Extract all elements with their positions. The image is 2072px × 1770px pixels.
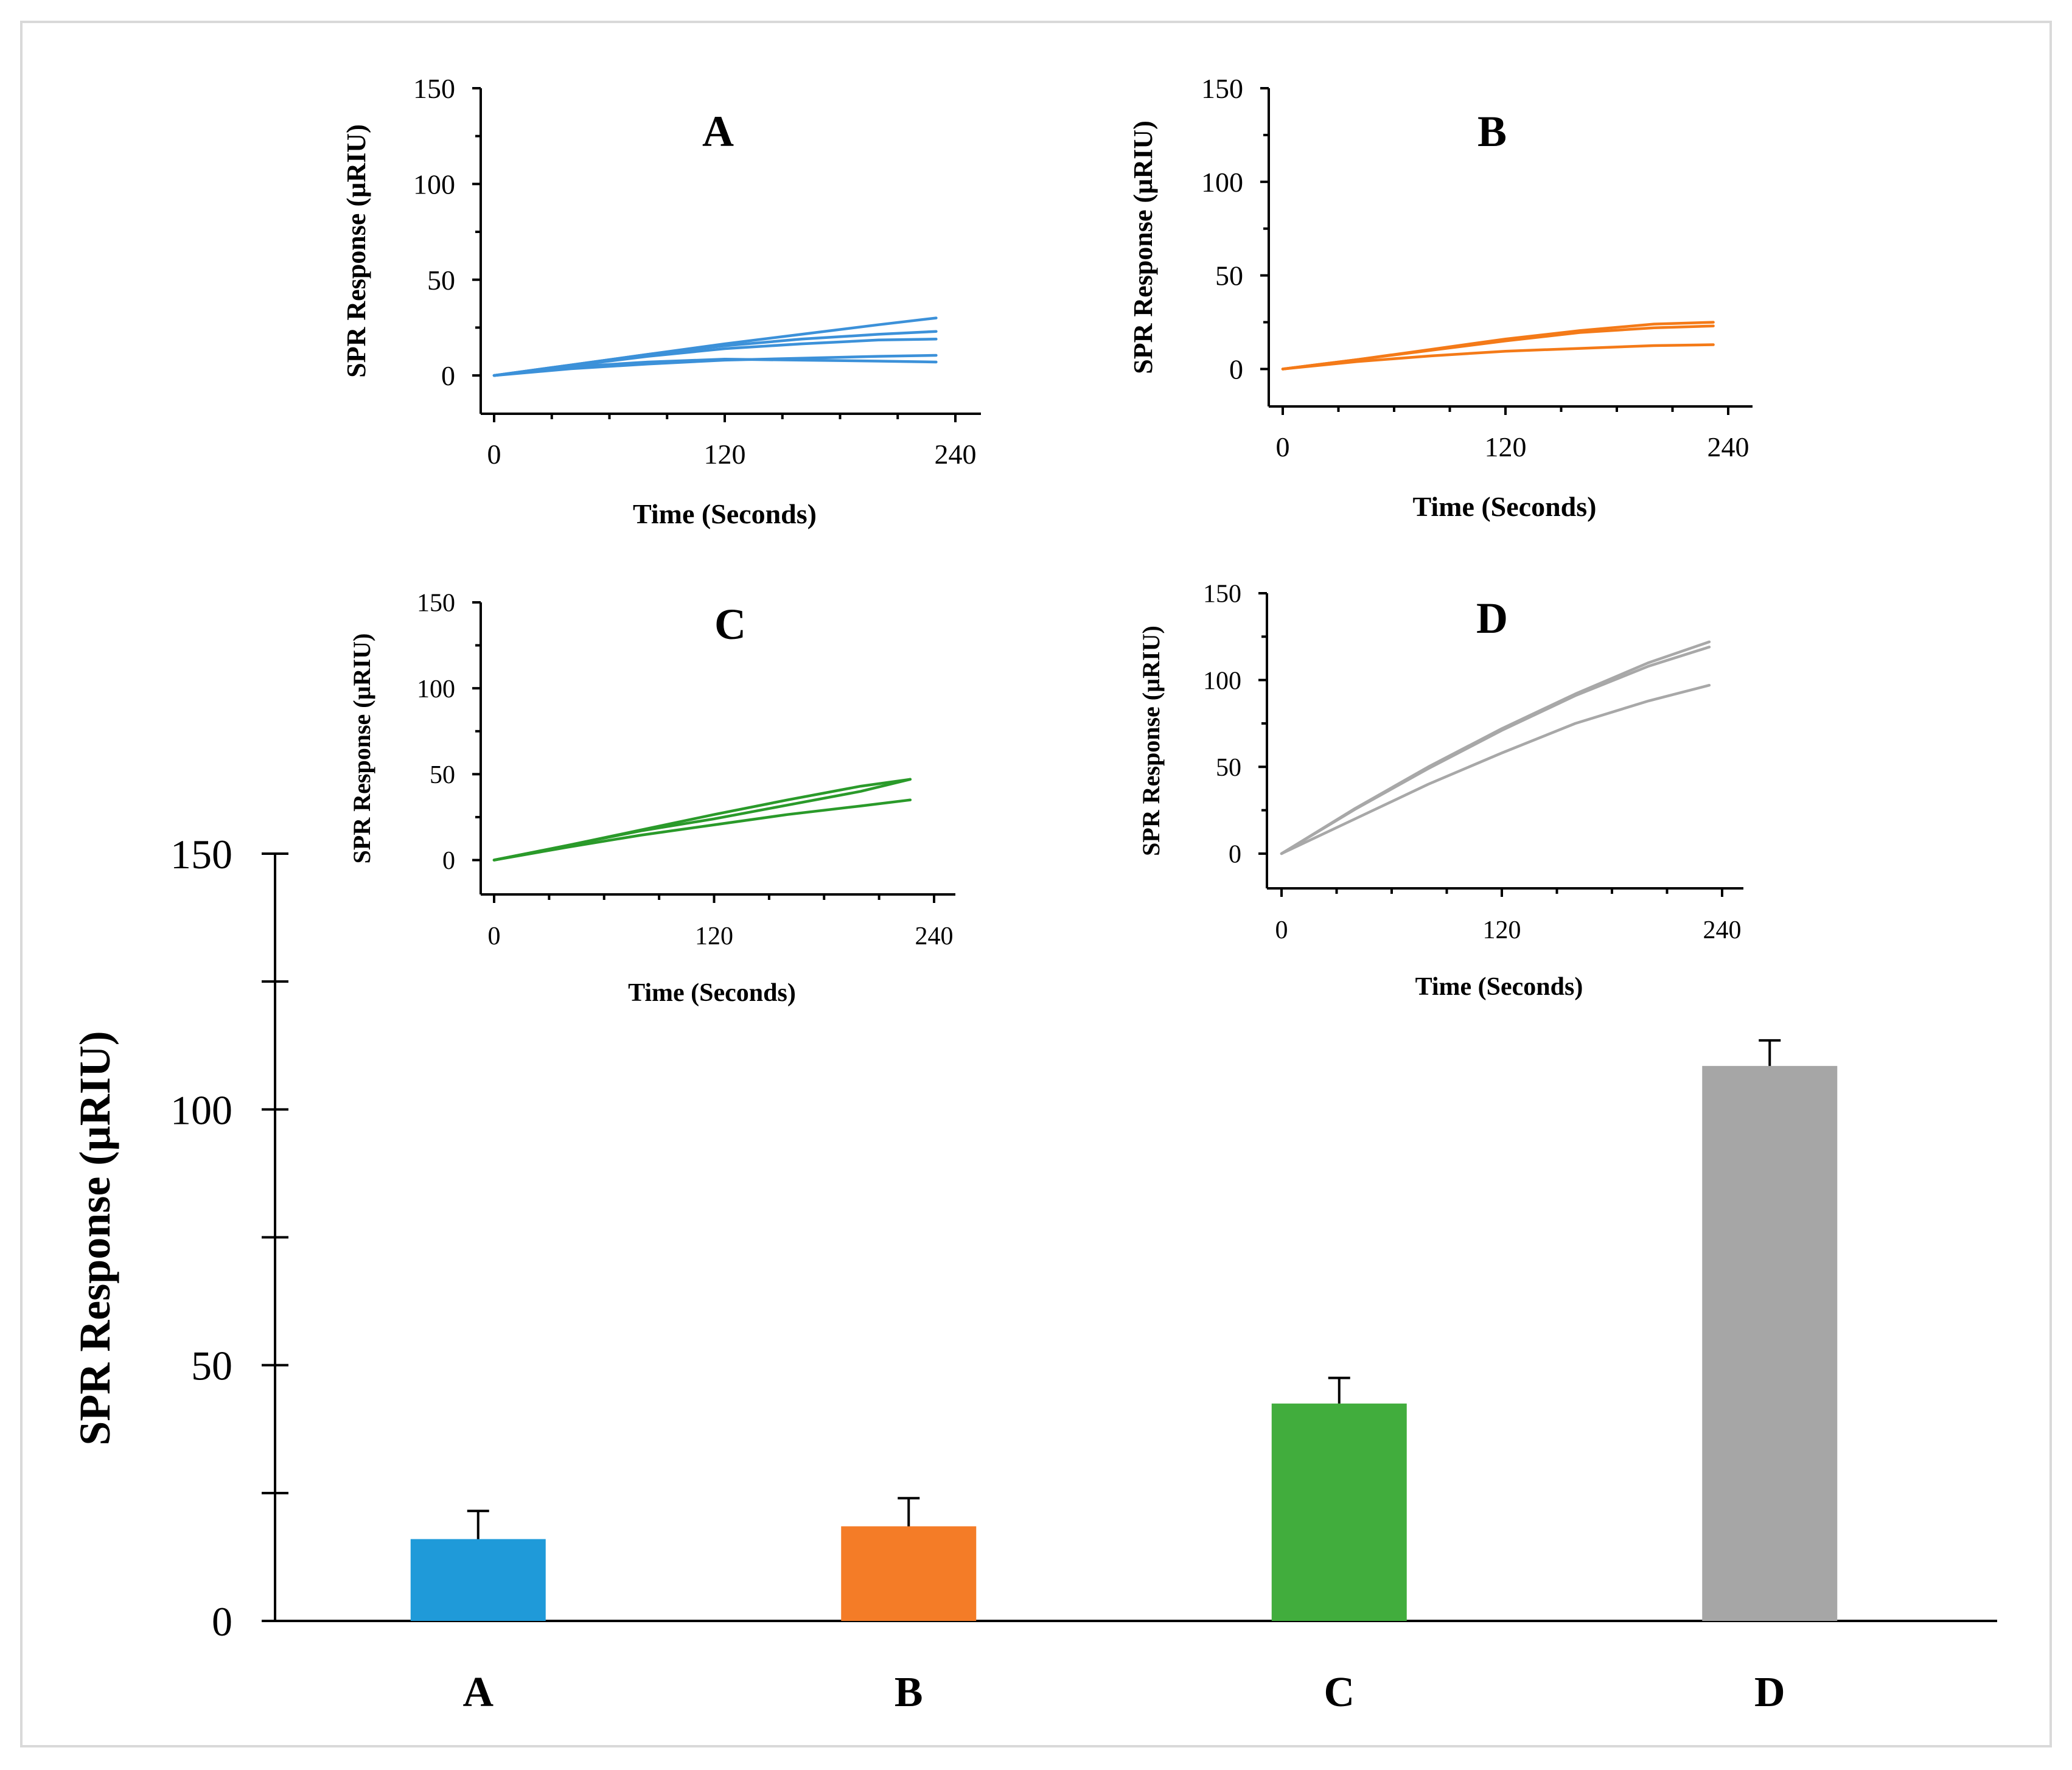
main-bar-chart: 0 50 100 150 SPR Response (µRIU) A B C D	[71, 831, 1997, 1716]
x-tick-label-a: A	[462, 1669, 494, 1716]
bar-c	[1271, 1403, 1407, 1621]
inset-x-tick-label: 240	[915, 922, 954, 950]
inset-x-tick-label: 120	[1485, 431, 1527, 462]
inset-y-tick-label: 100	[413, 169, 455, 200]
y-tick-label: 50	[191, 1343, 232, 1389]
inset-x-tick-label: 120	[704, 439, 746, 470]
y-tick-label: 150	[170, 831, 232, 877]
inset-title: B	[1477, 107, 1507, 156]
inset-y-tick-label: 0	[1229, 354, 1243, 385]
inset-x-tick-label: 240	[1707, 431, 1749, 462]
inset-x-tick-label: 120	[695, 922, 733, 950]
inset-trace-2	[1281, 324, 1715, 371]
bar-b	[841, 1526, 977, 1621]
inset-trace-3	[492, 798, 912, 862]
inset-x-axis-label: Time (Seconds)	[633, 498, 817, 529]
inset-y-tick-label: 100	[1203, 667, 1241, 695]
inset-y-tick-label: 150	[1203, 580, 1241, 608]
inset-y-tick-label: 50	[427, 265, 455, 296]
inset-trace-5	[492, 358, 938, 377]
inset-x-axis-label: Time (Seconds)	[1413, 491, 1597, 522]
inset-chart-b: 0 50 100 150 0 120 240 B Time (Seconds) SPR Respo…	[1128, 73, 1753, 522]
inset-y-tick-label: 0	[441, 360, 455, 391]
inset-x-tick-label: 240	[935, 439, 977, 470]
inset-y-tick-label: 150	[1201, 73, 1243, 104]
inset-title: C	[714, 600, 746, 649]
inset-x-axis-label: Time (Seconds)	[1415, 973, 1583, 1001]
inset-x-axis-label: Time (Seconds)	[628, 979, 796, 1007]
inset-y-tick-label: 0	[1229, 841, 1241, 869]
inset-y-tick-label: 50	[1216, 754, 1241, 782]
inset-title: D	[1476, 594, 1508, 643]
x-tick-label-b: B	[895, 1669, 923, 1716]
inset-chart-d: 0 50 100 150 0 120 240 D Time (Seconds) SPR Respo…	[1137, 580, 1743, 1001]
inset-trace-2	[492, 778, 912, 862]
inset-y-tick-label: 0	[442, 847, 455, 875]
inset-x-tick-label: 0	[488, 922, 501, 950]
inset-trace-3	[1280, 683, 1711, 855]
inset-chart-c: 0 50 100 150 0 120 240 C Time (Seconds) SPR Respo…	[348, 590, 955, 1007]
y-tick-label: 0	[212, 1598, 232, 1645]
inset-y-tick-label: 50	[1215, 260, 1243, 291]
y-axis-label: SPR Response (µRIU)	[71, 1031, 119, 1446]
x-tick-label-d: D	[1754, 1669, 1785, 1716]
inset-x-tick-label: 0	[487, 439, 501, 470]
inset-trace-2	[1280, 646, 1711, 855]
inset-y-tick-label: 50	[430, 761, 455, 789]
inset-x-tick-label: 120	[1483, 916, 1521, 944]
bar-d	[1702, 1065, 1838, 1621]
bar-a	[410, 1539, 546, 1621]
inset-x-tick-label: 240	[1703, 916, 1742, 944]
inset-y-axis-label: SPR Response (µRIU)	[341, 124, 371, 377]
inset-y-tick-label: 100	[1201, 167, 1243, 198]
inset-chart-a: 0 50 100 150 0 120 240 A Time (Seconds) SPR Respo…	[341, 73, 981, 529]
y-tick-label: 100	[170, 1087, 232, 1133]
inset-y-tick-label: 150	[413, 73, 455, 104]
inset-y-axis-label: SPR Response (µRIU)	[1128, 120, 1158, 374]
inset-y-axis-label: SPR Response (µRIU)	[1137, 625, 1165, 856]
inset-y-axis-label: SPR Response (µRIU)	[348, 633, 375, 864]
x-tick-label-c: C	[1324, 1669, 1355, 1716]
inset-y-tick-label: 100	[417, 675, 455, 703]
inset-x-tick-label: 0	[1276, 431, 1290, 462]
inset-trace-3	[1281, 343, 1715, 371]
inset-x-tick-label: 0	[1275, 916, 1288, 944]
inset-y-tick-label: 150	[417, 590, 455, 618]
inset-title: A	[702, 107, 734, 156]
